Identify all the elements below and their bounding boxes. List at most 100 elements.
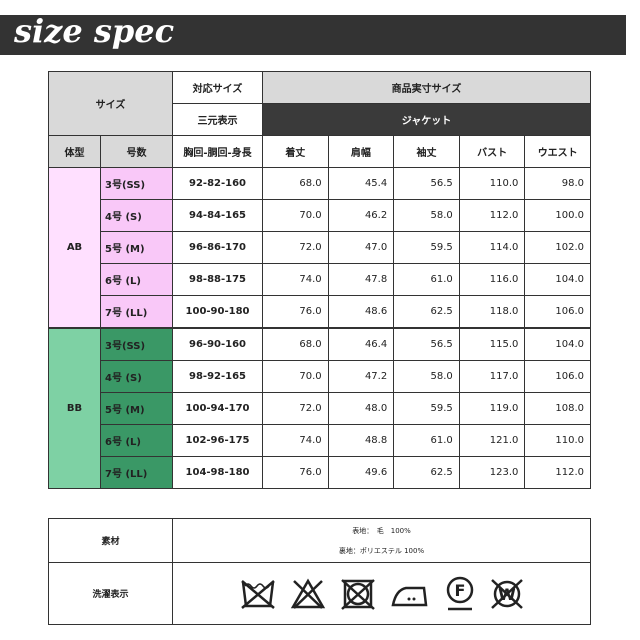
measurement-cell: 108.0 xyxy=(524,392,591,425)
corresponding-size-header: 対応サイズ xyxy=(172,71,264,104)
size-number: 6号 (L) xyxy=(99,263,174,296)
measurement-cell: 104.0 xyxy=(524,263,591,296)
measurement-cell: 56.5 xyxy=(393,167,460,200)
body-measurements: 100-90-180 xyxy=(172,295,264,329)
measurement-cell: 59.5 xyxy=(393,392,460,425)
measurement-cell: 47.0 xyxy=(327,231,395,264)
measurement-cell: 62.5 xyxy=(393,456,460,489)
table-row: 5号 (M) 100-94-170 72.0 48.0 59.5 119.0 108.0 xyxy=(49,392,591,425)
column-header: 着丈 xyxy=(262,135,329,168)
measurement-cell: 68.0 xyxy=(262,167,329,200)
size-number: 3号(SS) xyxy=(99,167,174,200)
measurement-cell: 118.0 xyxy=(458,295,526,329)
measurement-cell: 62.5 xyxy=(393,295,460,329)
table-row: 7号 (LL) 100-90-180 76.0 48.6 62.5 118.0 106.0 xyxy=(49,295,591,329)
table-row: 5号 (M) 96-86-170 72.0 47.0 59.5 114.0 102.0 xyxy=(49,231,591,264)
measurement-cell: 106.0 xyxy=(524,360,591,393)
column-header: バスト xyxy=(458,135,526,168)
measurement-cell: 46.4 xyxy=(327,327,395,361)
measurement-cell: 76.0 xyxy=(262,295,329,329)
table-row: BB 3号(SS) 96-90-160 68.0 46.4 56.5 115.0 104.0 xyxy=(48,327,591,489)
measurement-cell: 48.8 xyxy=(327,424,395,457)
no-wash-icon xyxy=(240,579,275,609)
measurement-cell: 116.0 xyxy=(458,263,526,296)
material-table: 素材 表地： 毛 100% 裏地：ポリエステル 100% 洗濯表示 F W xyxy=(48,518,591,625)
measurement-cell: 114.0 xyxy=(458,231,526,264)
measurement-cell: 70.0 xyxy=(262,360,329,393)
measurement-cell: 58.0 xyxy=(393,360,460,393)
measurement-cell: 58.0 xyxy=(393,199,460,232)
no-wet-clean-icon: W xyxy=(490,578,523,609)
column-header: ウエスト xyxy=(524,135,591,168)
measurement-cell: 72.0 xyxy=(262,392,329,425)
size-number: 5号 (M) xyxy=(99,392,174,425)
iron-medium-icon xyxy=(390,586,427,606)
table-row: 4号 (S) 94-84-165 70.0 46.2 58.0 112.0 100.0 xyxy=(49,199,591,232)
measurement-cell: 48.0 xyxy=(327,392,395,425)
size-number: 4号 (S) xyxy=(99,360,174,393)
body-measurements: 96-86-170 xyxy=(172,231,264,264)
measurement-cell: 76.0 xyxy=(262,456,329,489)
measurement-cell: 106.0 xyxy=(524,295,591,329)
measurement-cell: 112.0 xyxy=(458,199,526,232)
column-header: 肩幅 xyxy=(327,135,395,168)
page-title: size spec xyxy=(14,12,175,50)
body-measurements: 92-82-160 xyxy=(172,167,264,200)
measurement-cell: 100.0 xyxy=(524,199,591,232)
measurement-cell: 74.0 xyxy=(262,424,329,457)
measurement-cell: 68.0 xyxy=(262,327,329,361)
measurement-cell: 98.0 xyxy=(524,167,591,200)
table-row: 4号 (S) 98-92-165 70.0 47.2 58.0 117.0 106.0 xyxy=(49,360,591,393)
table-row: 7号 (LL) 104-98-180 76.0 49.6 62.5 123.0 112.0 xyxy=(49,456,591,489)
table-row: AB 3号(SS) 92-82-160 68.0 45.4 56.5 110.0 98.0 xyxy=(48,167,591,329)
size-header: サイズ xyxy=(47,71,174,136)
measurement-cell: 47.2 xyxy=(327,360,395,393)
jacket-header: ジャケット xyxy=(262,103,591,136)
column-header: 胸回-胴回-身長 xyxy=(172,135,264,168)
measurement-cell: 49.6 xyxy=(327,456,395,489)
dry-clean-f-icon: F xyxy=(446,576,473,610)
body-measurements: 102-96-175 xyxy=(172,424,264,457)
actual-size-header: 商品実寸サイズ xyxy=(262,71,591,104)
measurement-cell: 61.0 xyxy=(393,263,460,296)
measurement-cell: 72.0 xyxy=(262,231,329,264)
care-label: 洗濯表示 xyxy=(48,562,173,625)
body-measurements: 104-98-180 xyxy=(172,456,264,489)
measurement-cell: 112.0 xyxy=(524,456,591,489)
measurement-cell: 104.0 xyxy=(524,327,591,361)
column-header: 体型 xyxy=(48,135,101,168)
measurement-cell: 45.4 xyxy=(327,167,395,200)
body-measurements: 98-92-165 xyxy=(172,360,264,393)
size-number: 7号 (LL) xyxy=(99,295,174,329)
measurement-cell: 123.0 xyxy=(458,456,526,489)
size-number: 6号 (L) xyxy=(99,424,174,457)
measurement-cell: 47.8 xyxy=(327,263,395,296)
measurement-cell: 121.0 xyxy=(458,424,526,457)
measurement-cell: 110.0 xyxy=(524,424,591,457)
lining-fabric: 裏地：ポリエステル 100% xyxy=(338,546,425,555)
title-banner: size spec xyxy=(0,12,626,55)
no-bleach-icon xyxy=(290,577,325,609)
measurement-cell: 56.5 xyxy=(393,327,460,361)
measurement-cell: 117.0 xyxy=(458,360,526,393)
measurement-cell: 46.2 xyxy=(327,199,395,232)
table-row: 6号 (L) 98-88-175 74.0 47.8 61.0 116.0 104.0 xyxy=(49,263,591,296)
table-row: 6号 (L) 102-96-175 74.0 48.8 61.0 121.0 110.0 xyxy=(49,424,591,457)
measurement-cell: 61.0 xyxy=(393,424,460,457)
measurement-cell: 59.5 xyxy=(393,231,460,264)
measurement-cell: 115.0 xyxy=(458,327,526,361)
column-header: 袖丈 xyxy=(393,135,460,168)
measurement-cell: 102.0 xyxy=(524,231,591,264)
size-number: 7号 (LL) xyxy=(99,456,174,489)
body-type: BB xyxy=(48,327,101,489)
size-number: 4号 (S) xyxy=(99,199,174,232)
body-measurements: 100-94-170 xyxy=(172,392,264,425)
outer-fabric: 表地： 毛 100% xyxy=(352,526,411,535)
body-type: AB xyxy=(48,167,101,329)
no-tumble-dry-icon xyxy=(340,578,375,610)
measurement-cell: 48.6 xyxy=(327,295,395,329)
measurement-cell: 119.0 xyxy=(458,392,526,425)
body-measurements: 98-88-175 xyxy=(172,263,264,296)
three-dim-header: 三元表示 xyxy=(172,103,264,136)
svg-text:F: F xyxy=(454,581,465,600)
